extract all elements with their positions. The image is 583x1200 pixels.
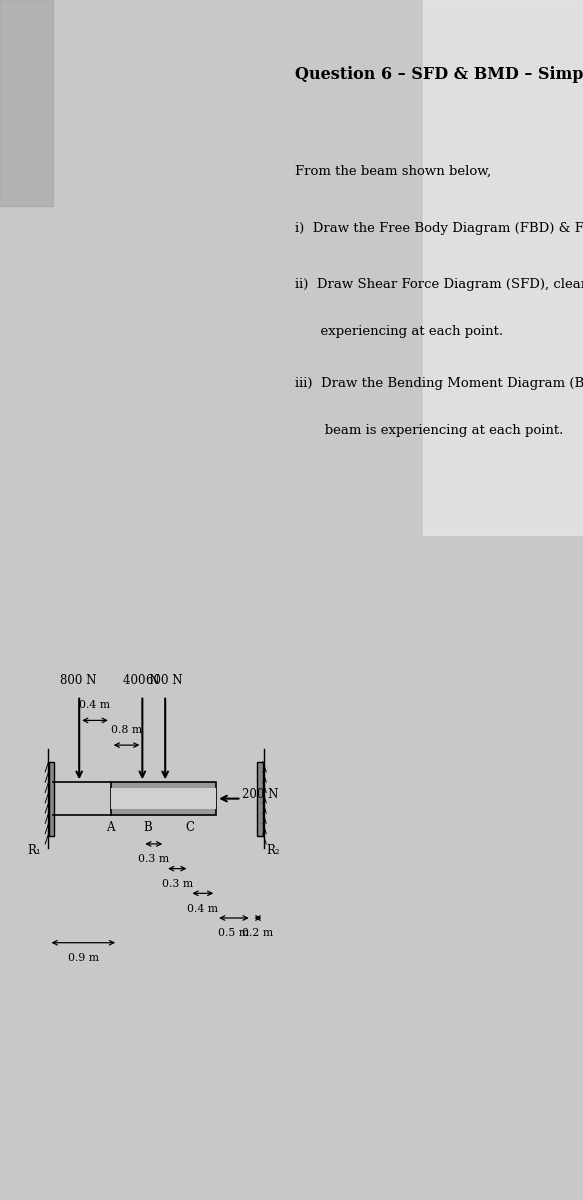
Text: ii)  Draw Shear Force Diagram (SFD), clearly show all the shear force the beam i: ii) Draw Shear Force Diagram (SFD), clea…	[296, 278, 583, 290]
Bar	[258, 762, 263, 835]
Text: R₁: R₁	[27, 844, 41, 857]
Text: B: B	[144, 821, 153, 834]
Bar	[0, 0, 54, 206]
Text: i)  Draw the Free Body Diagram (FBD) & Find R₁ & R₂: i) Draw the Free Body Diagram (FBD) & Fi…	[296, 222, 583, 235]
Text: experiencing at each point.: experiencing at each point.	[296, 325, 504, 338]
Text: Question 6 – SFD & BMD – Simply Beam (Point): Question 6 – SFD & BMD – Simply Beam (Po…	[296, 66, 583, 83]
Text: 0.2 m: 0.2 m	[243, 929, 273, 938]
Text: 0.8 m: 0.8 m	[111, 725, 142, 734]
Text: 600 N: 600 N	[146, 674, 182, 688]
Text: 0.4 m: 0.4 m	[79, 700, 111, 710]
Text: From the beam shown below,: From the beam shown below,	[296, 164, 491, 178]
Text: 400 N: 400 N	[123, 674, 160, 688]
Bar	[48, 762, 54, 835]
Bar	[111, 788, 216, 809]
Bar	[111, 782, 216, 815]
Text: 0.3 m: 0.3 m	[161, 878, 193, 889]
Bar	[423, 0, 583, 535]
Text: 0.4 m: 0.4 m	[187, 904, 219, 913]
Text: 200 N: 200 N	[243, 788, 279, 802]
Text: iii)  Draw the Bending Moment Diagram (BMD), clearly show all the bending moment: iii) Draw the Bending Moment Diagram (BM…	[296, 377, 583, 390]
Text: C: C	[185, 821, 194, 834]
Text: 800 N: 800 N	[60, 674, 96, 688]
Text: 0.5 m: 0.5 m	[219, 929, 250, 938]
Text: R₂: R₂	[266, 844, 280, 857]
Text: beam is experiencing at each point.: beam is experiencing at each point.	[296, 424, 564, 437]
Text: A: A	[107, 821, 115, 834]
Text: 0.3 m: 0.3 m	[138, 854, 169, 864]
Text: 0.9 m: 0.9 m	[68, 953, 99, 964]
